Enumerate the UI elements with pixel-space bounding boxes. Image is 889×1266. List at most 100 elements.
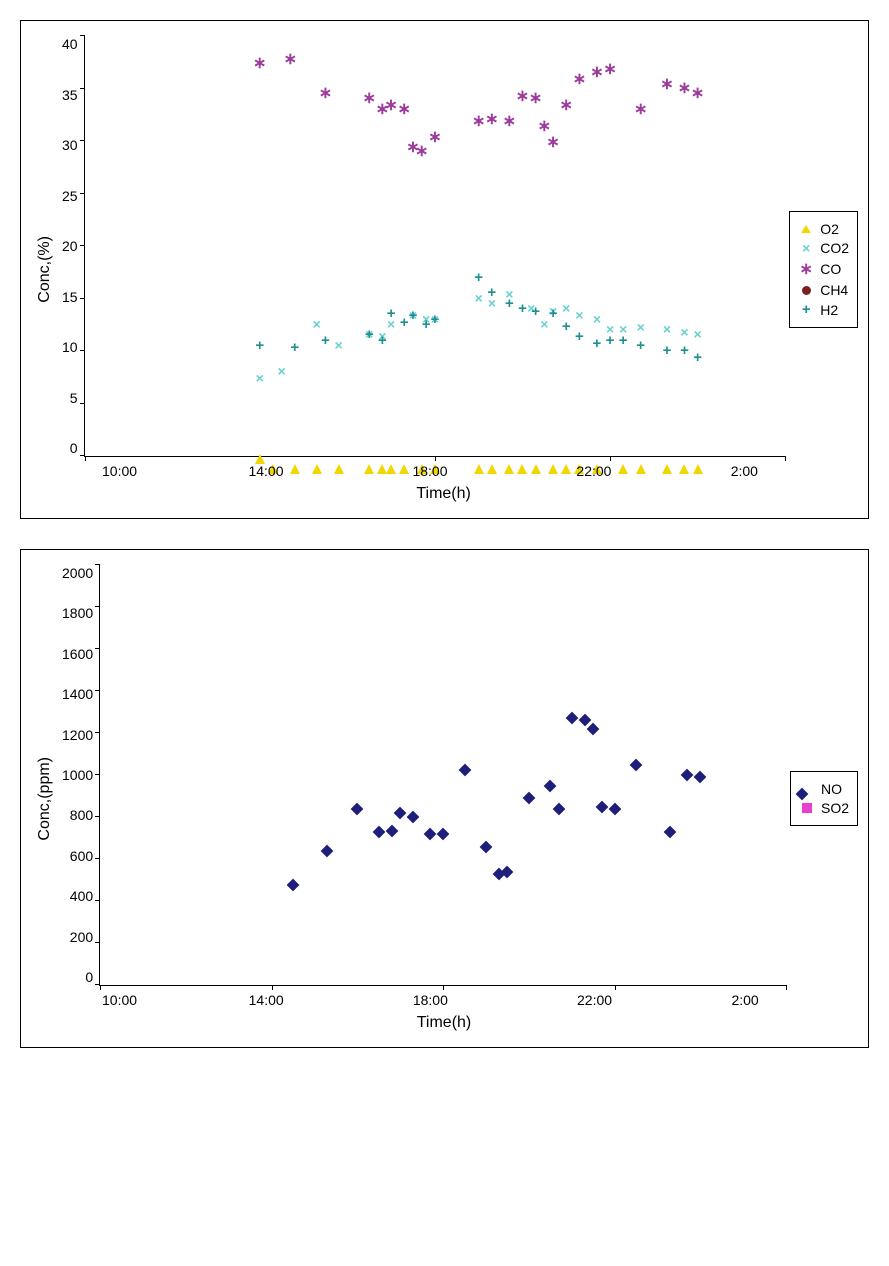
data-point-O2 [693,448,703,464]
legend-item-O2: O2 [798,221,849,237]
y-tick-label: 5 [70,390,78,406]
data-point-NO [554,804,563,813]
x-axis-ticks: 10:00 14:00 18:00 22:00 2:00 [102,992,786,1008]
data-point-NO [666,827,675,836]
data-point-NO [589,724,598,733]
data-point-CO2: × [256,371,264,387]
x-tick-label: 18:00 [412,463,447,479]
y-tick-label: 800 [70,807,93,823]
data-point-O2 [364,448,374,464]
data-point-H2: + [606,333,615,349]
data-point-H2: + [663,343,672,359]
legend-label: O2 [820,221,839,237]
data-point-H2: + [365,327,374,343]
data-point-O2 [417,448,427,464]
data-point-CO2: × [663,322,671,338]
data-point-CO: ∗ [529,91,542,107]
data-point-NO [610,804,619,813]
data-point-CO: ∗ [516,89,529,105]
data-point-CO: ∗ [691,86,704,102]
y-tick-label: 1000 [62,767,93,783]
x-tick-label: 10:00 [102,992,137,1008]
legend-item-CO2: × CO2 [798,240,849,256]
data-point-O2 [504,448,514,464]
data-point-H2: + [387,306,396,322]
y-tick-label: 30 [62,137,78,153]
data-point-O2 [679,448,689,464]
data-point-CO: ∗ [363,91,376,107]
y-tick-label: 40 [62,36,78,52]
data-point-O2 [255,438,265,454]
data-point-O2 [592,448,602,464]
chart-1-container: Conc,(%) 4035302520151050 ××××××××××××××… [20,20,869,519]
data-point-H2: + [518,301,527,317]
y-tick-label: 400 [70,888,93,904]
y-tick-label: 25 [62,188,78,204]
data-point-CO: ∗ [284,52,297,68]
data-point-H2: + [531,304,540,320]
data-point-NO [503,867,512,876]
data-point-CO2: × [475,291,483,307]
legend-item-CO: ∗ CO [798,259,849,279]
legend-marker: ∗ [798,259,814,279]
x-tick-label: 10:00 [102,463,137,479]
data-point-CO: ∗ [590,65,603,81]
data-point-CO2: × [540,317,548,333]
legend-box: O2 × CO2 ∗ CO CH4 + H2 [789,211,858,328]
y-tick-label: 1400 [62,686,93,702]
data-point-H2: + [290,340,299,356]
legend-marker [799,785,815,794]
x-axis-label: Time(h) [102,485,785,503]
data-point-CO2: × [593,312,601,328]
y-tick-label: 15 [62,289,78,305]
data-point-H2: + [422,317,431,333]
legend-item-NO: NO [799,781,849,797]
legend-box: NO SO2 [790,771,858,826]
data-point-O2 [487,448,497,464]
y-tick-label: 10 [62,339,78,355]
legend-item-H2: + H2 [798,301,849,318]
data-point-CO: ∗ [428,130,441,146]
y-axis-label: Conc,(%) [36,236,54,303]
data-point-CO2: × [680,325,688,341]
data-point-O2 [548,448,558,464]
data-point-CO: ∗ [384,98,397,114]
data-point-NO [546,781,555,790]
data-point-CO: ∗ [503,114,516,130]
data-point-H2: + [693,350,702,366]
data-point-NO [439,829,448,838]
x-tick-label: 2:00 [731,992,758,1008]
data-point-O2 [662,448,672,464]
data-point-CO2: × [278,364,286,380]
data-point-CO: ∗ [485,112,498,128]
data-point-NO [683,771,692,780]
data-point-H2: + [487,285,496,301]
x-tick-label: 14:00 [249,992,284,1008]
data-point-CO2: × [313,317,321,333]
data-point-H2: + [593,336,602,352]
y-tick-label: 0 [85,969,93,985]
x-tick-label: 18:00 [413,992,448,1008]
y-tick-label: 200 [70,929,93,945]
data-point-H2: + [321,333,330,349]
data-point-O2 [574,448,584,464]
data-point-NO [597,802,606,811]
data-point-CO: ∗ [660,77,673,93]
x-tick-label: 22:00 [577,992,612,1008]
y-tick-label: 1800 [62,605,93,621]
data-point-NO [387,826,396,835]
data-point-H2: + [549,306,558,322]
x-tick-label: 22:00 [576,463,611,479]
legend-label: CH4 [820,282,848,298]
data-point-CO2: × [575,308,583,324]
data-point-H2: + [378,333,387,349]
legend-marker [798,286,814,295]
data-point-CO: ∗ [398,102,411,118]
y-tick-label: 0 [70,440,78,456]
data-point-H2: + [409,308,418,324]
legend-label: H2 [820,302,838,318]
data-point-NO [426,829,435,838]
legend-label: NO [821,781,842,797]
legend-item-SO2: SO2 [799,800,849,816]
legend-label: CO [820,261,841,277]
